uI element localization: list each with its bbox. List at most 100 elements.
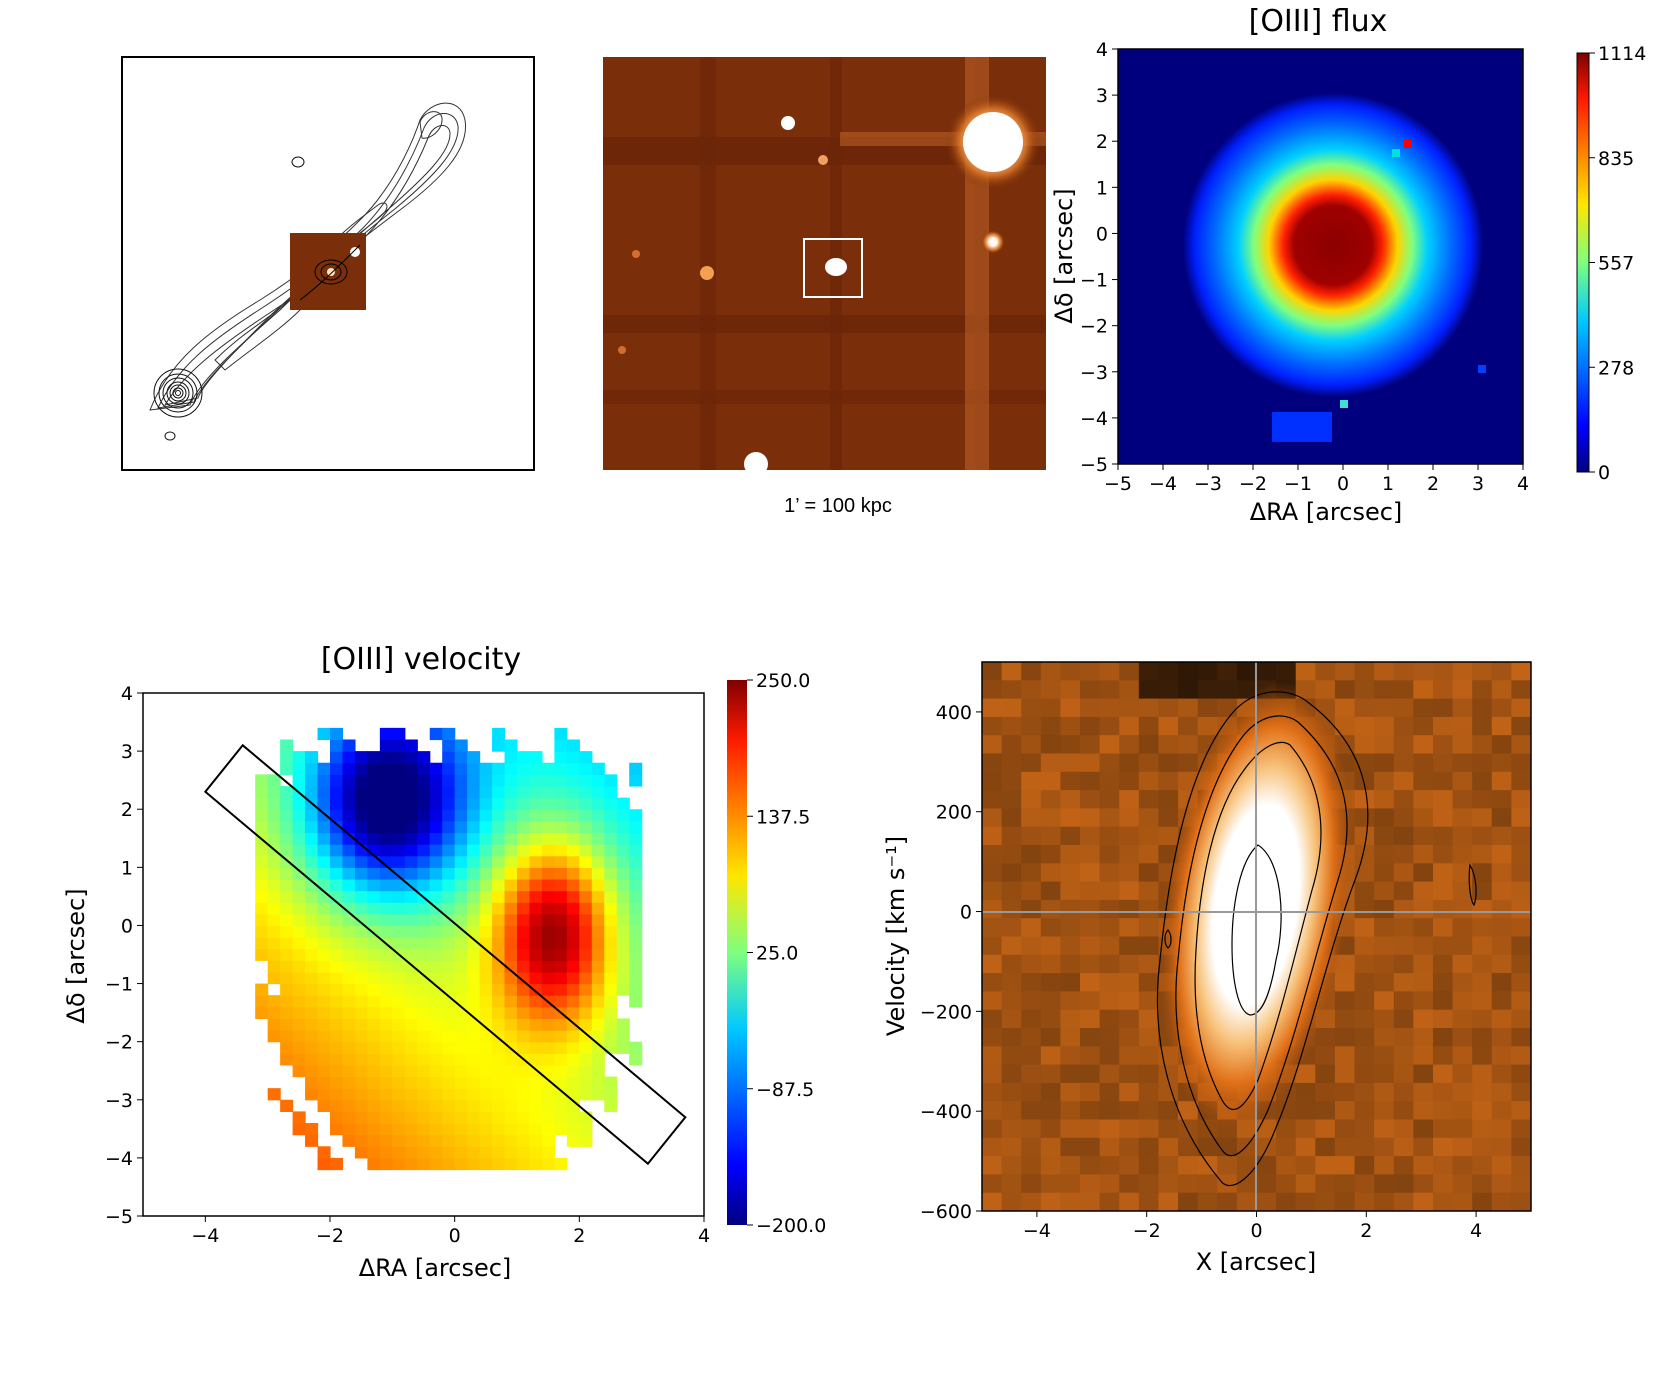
pv-pixel — [1040, 845, 1061, 864]
pv-pixel — [1119, 662, 1140, 681]
velocity-pixel — [442, 902, 456, 915]
velocity-pixel — [367, 948, 381, 961]
pv-pixel — [1374, 680, 1395, 700]
x-tick-label: 2 — [573, 1225, 585, 1247]
pv-pixel — [1138, 1156, 1159, 1175]
velocity-pixel — [442, 925, 456, 938]
velocity-pixel — [404, 844, 418, 857]
pv-pixel — [1080, 918, 1101, 937]
pv-pixel — [1334, 973, 1356, 992]
pv-pixel — [1491, 845, 1512, 864]
velocity-pixel — [429, 1030, 443, 1043]
velocity-pixel — [417, 878, 431, 892]
velocity-pixel — [392, 867, 406, 880]
velocity-pixel — [305, 937, 319, 950]
velocity-pixel — [579, 844, 593, 857]
velocity-pixel — [492, 762, 506, 775]
pv-pixel — [1060, 899, 1081, 919]
y-tick-label: −5 — [1080, 454, 1108, 476]
velocity-pixel — [292, 1041, 306, 1054]
velocity-pixel — [417, 774, 431, 787]
velocity-pixel — [429, 995, 443, 1008]
pv-pixel — [1236, 1156, 1257, 1175]
velocity-pixel — [454, 820, 468, 834]
velocity-pixel — [392, 797, 406, 810]
velocity-pixel — [354, 1018, 368, 1031]
velocity-pixel — [429, 1088, 443, 1101]
velocity-pixel — [429, 762, 443, 775]
velocity-pixel — [467, 809, 481, 822]
pv-pixel — [1511, 698, 1531, 718]
velocity-pixel — [429, 797, 443, 810]
pv-pixel — [1021, 1101, 1042, 1120]
velocity-pixel — [604, 1030, 618, 1043]
velocity-pixel — [330, 1099, 344, 1112]
velocity-pixel — [330, 867, 344, 880]
velocity-pixel — [579, 971, 593, 985]
field-star — [632, 250, 640, 258]
velocity-pixel — [305, 1123, 319, 1136]
y-tick-label: −5 — [105, 1206, 133, 1228]
velocity-pixel — [354, 983, 368, 996]
pv-pixel — [1021, 918, 1042, 937]
pv-pixel — [1511, 991, 1531, 1011]
pv-pixel — [1197, 662, 1218, 681]
pv-pixel — [1119, 771, 1140, 791]
velocity-pixel — [517, 948, 531, 961]
velocity-pixel — [417, 1076, 431, 1089]
velocity-pixel — [541, 1157, 555, 1171]
velocity-pixel — [379, 1123, 393, 1136]
velocity-pixel — [442, 983, 456, 996]
pv-pixel — [1060, 845, 1081, 864]
velocity-pixel — [330, 832, 344, 845]
velocity-pixel — [479, 867, 493, 880]
velocity-pixel — [354, 809, 368, 822]
pv-pixel — [1452, 863, 1473, 883]
velocity-pixel — [579, 855, 593, 868]
pv-pixel — [1452, 680, 1473, 700]
velocity-pixel — [467, 785, 481, 799]
velocity-pixel — [616, 960, 630, 973]
velocity-pixel — [492, 1157, 506, 1171]
velocity-pixel — [591, 960, 605, 973]
pv-pixel — [1472, 771, 1493, 791]
velocity-pixel — [354, 820, 368, 834]
pv-pixel — [1452, 716, 1473, 736]
pv-pixel — [1001, 936, 1022, 956]
colorbar-tick-label: 137.5 — [756, 806, 810, 828]
velocity-pixel — [404, 1134, 418, 1147]
pv-pixel — [1021, 936, 1042, 956]
pv-pixel — [1080, 1101, 1101, 1120]
velocity-pixel — [267, 1030, 281, 1043]
inset-contours — [299, 244, 361, 301]
pv-pixel — [1491, 790, 1512, 809]
pv-pixel — [1393, 1156, 1414, 1175]
velocity-pixel — [442, 867, 456, 880]
velocity-pixel — [442, 820, 456, 834]
velocity-pixel — [280, 785, 294, 799]
pv-pixel — [1354, 735, 1375, 754]
pv-pixel — [1354, 662, 1375, 681]
velocity-pixel — [442, 797, 456, 810]
velocity-pixel — [342, 913, 356, 927]
velocity-pixel — [504, 785, 518, 799]
pv-pixel — [1354, 771, 1375, 791]
velocity-pixel — [379, 1111, 393, 1124]
velocity-pixel — [255, 937, 269, 950]
velocity-pixel — [392, 913, 406, 927]
velocity-pixel — [604, 948, 618, 961]
velocity-pixel — [429, 1041, 443, 1054]
velocity-pixel — [566, 925, 580, 938]
pv-pixel — [1452, 735, 1473, 754]
pv-pixel — [1060, 1119, 1081, 1139]
velocity-pixel — [579, 774, 593, 787]
y-tick-label: −1 — [1080, 270, 1108, 292]
velocity-pixel — [554, 1111, 568, 1124]
pv-pixel — [1099, 936, 1120, 956]
velocity-pixel — [504, 960, 518, 973]
pv-pixel — [1119, 1119, 1140, 1139]
velocity-pixel — [579, 762, 593, 775]
velocity-pixel — [442, 1006, 456, 1020]
velocity-pixel — [604, 960, 618, 973]
